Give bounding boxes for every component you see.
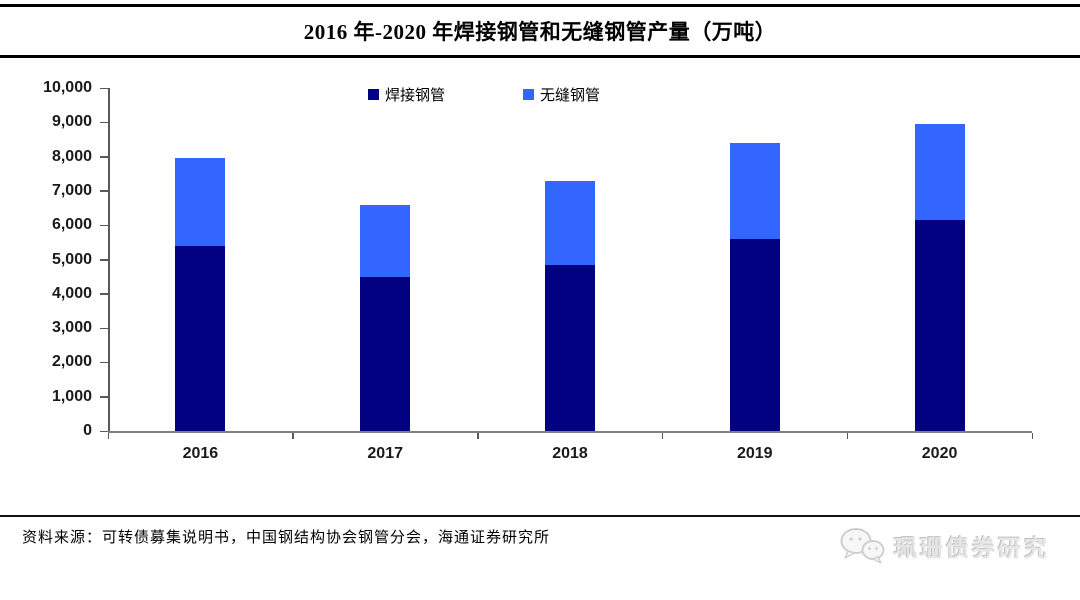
x-axis-label-2017: 2017 bbox=[367, 445, 403, 462]
y-axis-label: 8,000 bbox=[51, 147, 92, 165]
y-axis-label: 1,000 bbox=[51, 387, 92, 405]
chart-legend: 焊接钢管 无缝钢管 bbox=[368, 84, 600, 105]
x-axis bbox=[108, 431, 1032, 433]
x-axis-tick bbox=[292, 433, 294, 439]
legend-item-seamless: 无缝钢管 bbox=[523, 84, 600, 105]
y-axis-label: 9,000 bbox=[51, 113, 92, 131]
bar-segment-seamless-2020 bbox=[914, 124, 965, 221]
x-axis-label-2019: 2019 bbox=[736, 445, 773, 462]
y-axis-tick bbox=[100, 121, 108, 124]
y-axis-tick bbox=[100, 190, 108, 192]
top-divider bbox=[0, 4, 1080, 7]
chart-title: 2016 年-2020 年焊接钢管和无缝钢管产量（万吨） bbox=[303, 20, 777, 44]
x-axis-tick bbox=[846, 433, 849, 439]
y-axis-tick bbox=[100, 224, 108, 227]
y-axis-label: 5,000 bbox=[51, 250, 92, 268]
bar-segment-welded-2018 bbox=[545, 264, 595, 431]
bar-segment-welded-2020 bbox=[914, 220, 965, 431]
watermark: 珮珊债券研究 bbox=[838, 526, 1050, 566]
y-axis-label: 3,000 bbox=[51, 319, 92, 337]
y-axis-label: 2,000 bbox=[51, 353, 92, 371]
footer-divider bbox=[0, 515, 1080, 517]
y-axis-label: 7,000 bbox=[51, 181, 92, 199]
y-axis-label: 6,000 bbox=[51, 216, 92, 234]
x-axis-tick bbox=[107, 433, 109, 439]
legend-swatch-icon bbox=[368, 89, 379, 100]
bar-segment-seamless-2018 bbox=[545, 180, 595, 265]
y-axis-tick bbox=[100, 430, 108, 432]
y-axis-label: 0 bbox=[83, 422, 92, 439]
y-axis-label: 4,000 bbox=[51, 284, 92, 302]
y-axis-tick bbox=[100, 361, 108, 364]
bar-segment-seamless-2017 bbox=[360, 204, 411, 277]
y-axis-tick bbox=[100, 87, 108, 89]
y-axis-tick bbox=[100, 327, 108, 330]
bar-segment-welded-2016 bbox=[175, 245, 226, 431]
source-note: 资料来源：可转债募集说明书，中国钢结构协会钢管分会，海通证券研究所 bbox=[22, 530, 551, 546]
x-axis-label-2020: 2020 bbox=[921, 445, 958, 462]
bar-segment-welded-2019 bbox=[729, 238, 780, 431]
y-axis bbox=[108, 88, 110, 431]
x-axis-tick bbox=[1031, 433, 1033, 439]
legend-label: 无缝钢管 bbox=[540, 88, 601, 104]
x-axis-label-2018: 2018 bbox=[552, 445, 588, 462]
title-divider bbox=[0, 55, 1080, 58]
bar-segment-seamless-2019 bbox=[729, 142, 780, 239]
bar-segment-welded-2017 bbox=[360, 276, 411, 431]
legend-item-welded: 焊接钢管 bbox=[368, 84, 445, 105]
y-axis-tick bbox=[100, 156, 108, 158]
x-axis-tick bbox=[477, 433, 479, 439]
y-axis-tick bbox=[100, 293, 108, 295]
wechat-icon bbox=[840, 528, 885, 564]
y-axis-label: 10,000 bbox=[43, 79, 92, 96]
y-axis-tick bbox=[100, 259, 108, 261]
bar-segment-seamless-2016 bbox=[175, 158, 226, 246]
y-axis-tick bbox=[100, 396, 108, 398]
watermark-text: 珮珊债券研究 bbox=[894, 536, 1050, 561]
legend-label: 焊接钢管 bbox=[385, 88, 446, 104]
x-axis-tick bbox=[661, 433, 664, 439]
x-axis-label-2016: 2016 bbox=[182, 445, 219, 462]
legend-swatch-icon bbox=[523, 89, 535, 100]
